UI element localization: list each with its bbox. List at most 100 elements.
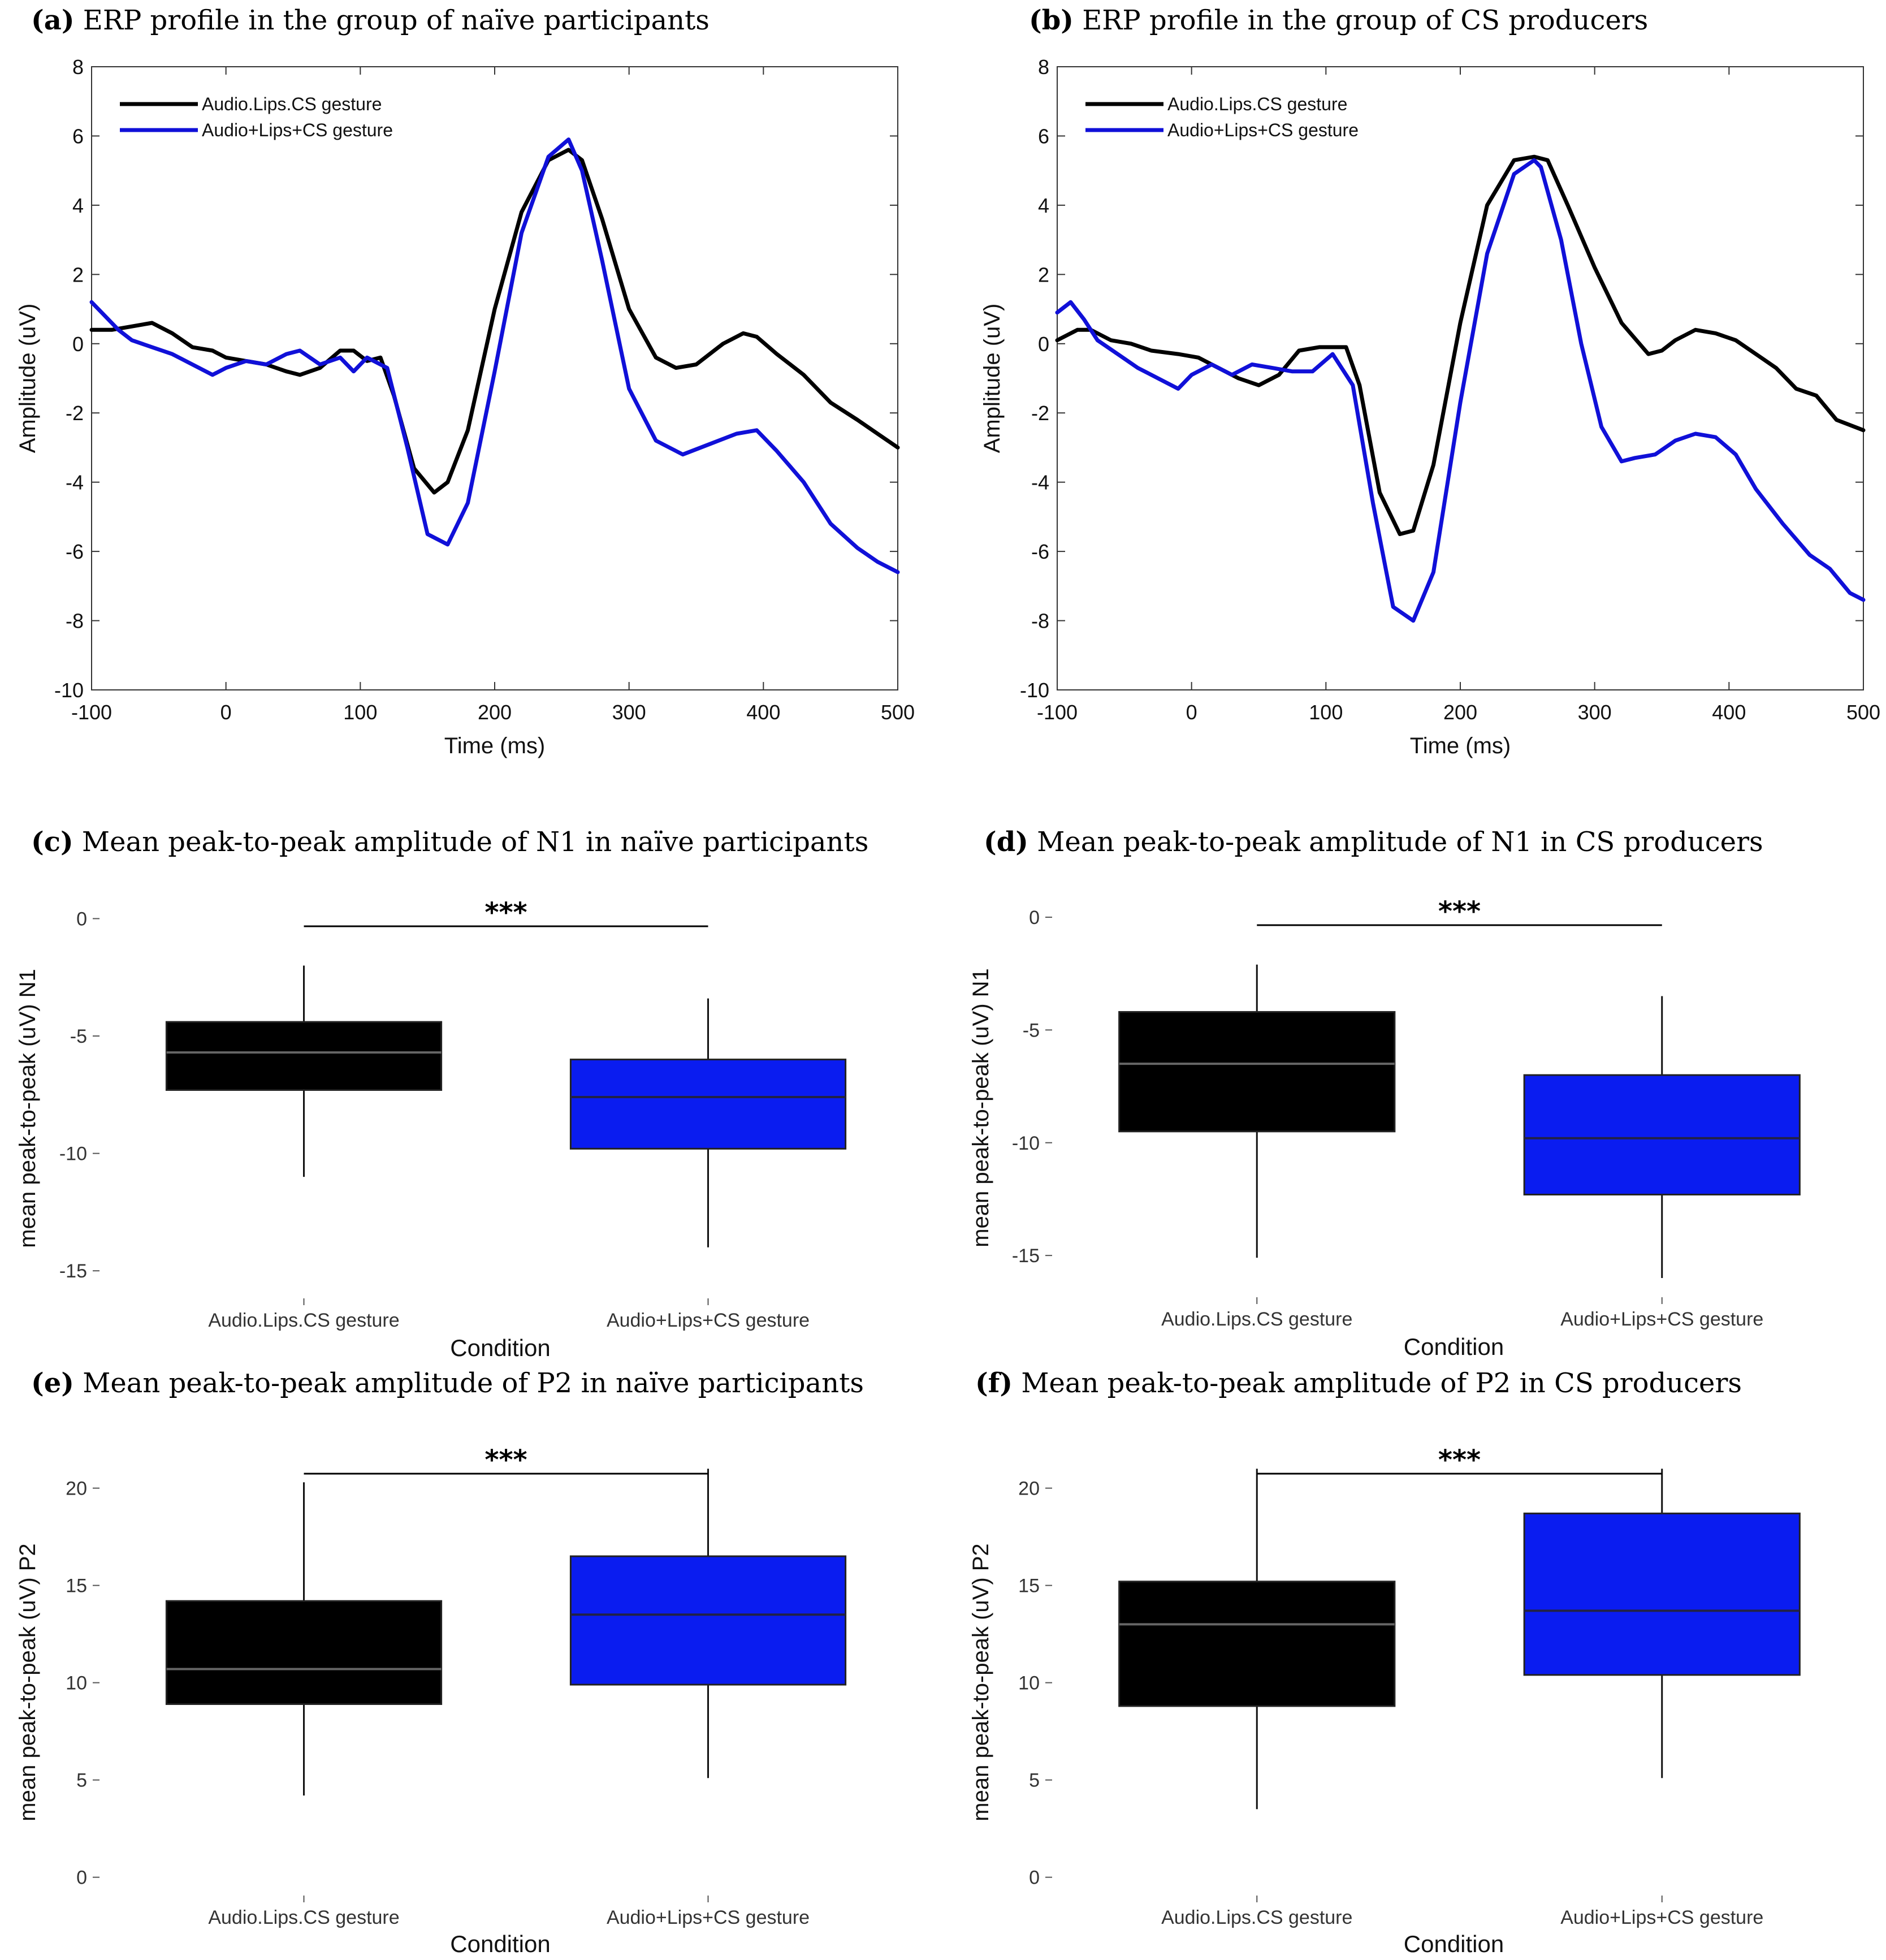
panel-title-text: Mean peak-to-peak amplitude of P2 in CS …: [1013, 1367, 1742, 1399]
x-axis-label: Condition: [450, 1931, 550, 1957]
y-tick-label: 6: [1038, 124, 1049, 148]
y-tick-label: 8: [1038, 55, 1049, 79]
x-tick-label: 300: [612, 701, 646, 724]
y-tick-label: -5: [70, 1026, 87, 1047]
panel-label: (f): [975, 1367, 1013, 1399]
panel-label: (d): [984, 826, 1028, 858]
significance-marker: ***: [1438, 896, 1481, 927]
x-axis-label: Time (ms): [444, 733, 545, 758]
x-axis-label: Time (ms): [1410, 733, 1511, 758]
y-axis-label: Amplitude (uV): [980, 304, 1005, 454]
y-tick-label: -4: [1031, 471, 1049, 494]
panel-label: (e): [31, 1367, 74, 1399]
y-tick-label: 0: [1029, 907, 1040, 929]
y-axis-label: mean peak-to-peak (uV) P2: [15, 1543, 40, 1821]
box-1: [165, 1600, 443, 1705]
y-tick-label: -6: [66, 540, 84, 563]
x-tick-label: 0: [220, 701, 232, 724]
panel-b: (b) ERP profile in the group of CS produ…: [980, 5, 1880, 758]
panel-title-text: Mean peak-to-peak amplitude of N1 in CS …: [1028, 826, 1763, 858]
plot-frame: [1057, 66, 1864, 690]
x-tick-label: 500: [881, 701, 915, 724]
box-1: [1118, 1011, 1396, 1133]
x-axis-label: Condition: [450, 1335, 550, 1361]
x-tick-label: Audio.Lips.CS gesture: [1161, 1907, 1352, 1928]
x-tick-label: -100: [71, 701, 112, 724]
x-tick-label: 200: [478, 701, 512, 724]
panel-title-text: ERP profile in the group of naïve partic…: [75, 5, 710, 36]
series-line-2: [89, 137, 900, 575]
y-tick-label: 0: [76, 908, 87, 930]
x-tick-label: 100: [343, 701, 377, 724]
box-1: [1118, 1581, 1396, 1707]
y-tick-label: -10: [54, 679, 84, 702]
legend-label: Audio+Lips+CS gesture: [1167, 120, 1359, 140]
y-tick-label: 15: [1018, 1575, 1040, 1597]
y-tick-label: 10: [1018, 1673, 1040, 1694]
y-tick-label: -15: [1012, 1245, 1040, 1267]
y-tick-label: -15: [59, 1260, 87, 1282]
significance-marker: ***: [1438, 1444, 1481, 1476]
y-tick-label: 5: [76, 1770, 87, 1791]
significance-marker: ***: [485, 1444, 527, 1476]
x-tick-label: 0: [1186, 701, 1197, 724]
x-tick-label: 300: [1578, 701, 1612, 724]
x-tick-label: 400: [1712, 701, 1746, 724]
y-axis-label: mean peak-to-peak (uV) N1: [15, 969, 40, 1248]
y-tick-label: 2: [72, 263, 84, 286]
box-2: [1523, 1512, 1801, 1676]
box-1: [165, 1021, 443, 1091]
box-2: [1523, 1074, 1801, 1195]
panel-e: (e) Mean peak-to-peak amplitude of P2 in…: [15, 1367, 864, 1957]
y-tick-label: -2: [66, 402, 84, 425]
y-tick-label: 0: [76, 1867, 87, 1889]
x-tick-label: 100: [1309, 701, 1343, 724]
panel-c: (c) Mean peak-to-peak amplitude of N1 in…: [15, 826, 868, 1361]
y-axis-label: Amplitude (uV): [15, 304, 40, 454]
series-line-1: [89, 148, 900, 495]
y-tick-label: 0: [1029, 1867, 1040, 1889]
x-tick-label: 500: [1846, 701, 1880, 724]
box-2: [569, 1555, 847, 1686]
y-tick-label: -10: [1012, 1133, 1040, 1154]
panel-title: (c) Mean peak-to-peak amplitude of N1 in…: [31, 826, 868, 858]
panel-label: (c): [31, 826, 73, 858]
y-tick-label: 20: [66, 1478, 87, 1500]
y-tick-label: 10: [66, 1673, 87, 1694]
y-tick-label: 8: [72, 55, 84, 79]
y-tick-label: -8: [1031, 610, 1049, 633]
panel-f: (f) Mean peak-to-peak amplitude of P2 in…: [968, 1367, 1801, 1957]
x-tick-label: 400: [746, 701, 780, 724]
y-tick-label: 5: [1029, 1770, 1040, 1791]
x-tick-label: -100: [1037, 701, 1078, 724]
panel-title: (d) Mean peak-to-peak amplitude of N1 in…: [984, 826, 1763, 858]
y-tick-label: 0: [72, 333, 84, 356]
legend-label: Audio.Lips.CS gesture: [202, 94, 382, 114]
x-tick-label: Audio+Lips+CS gesture: [1560, 1907, 1763, 1928]
panel-title: (a) ERP profile in the group of naïve pa…: [31, 5, 710, 36]
x-axis-label: Condition: [1404, 1931, 1504, 1957]
x-tick-label: Audio+Lips+CS gesture: [1560, 1309, 1763, 1330]
series-line-2: [1055, 158, 1866, 623]
y-tick-label: 20: [1018, 1478, 1040, 1500]
panel-title-text: ERP profile in the group of CS producers: [1074, 5, 1648, 36]
panel-a: (a) ERP profile in the group of naïve pa…: [15, 5, 915, 758]
x-tick-label: Audio+Lips+CS gesture: [607, 1907, 810, 1928]
y-tick-label: 15: [66, 1575, 87, 1597]
legend-label: Audio.Lips.CS gesture: [1167, 94, 1347, 114]
significance-marker: ***: [485, 897, 527, 929]
y-tick-label: -2: [1031, 402, 1049, 425]
panel-label: (b): [1029, 5, 1074, 36]
panel-d: (d) Mean peak-to-peak amplitude of N1 in…: [968, 826, 1801, 1360]
y-tick-label: -8: [66, 610, 84, 633]
y-tick-label: 6: [72, 124, 84, 148]
panel-title: (e) Mean peak-to-peak amplitude of P2 in…: [31, 1367, 864, 1399]
panel-title: (f) Mean peak-to-peak amplitude of P2 in…: [975, 1367, 1742, 1399]
y-tick-label: -10: [1020, 679, 1049, 702]
y-axis-label: mean peak-to-peak (uV) N1: [968, 968, 993, 1247]
y-tick-label: -5: [1023, 1020, 1040, 1041]
legend-label: Audio+Lips+CS gesture: [202, 120, 393, 140]
panel-title: (b) ERP profile in the group of CS produ…: [1029, 5, 1648, 36]
y-tick-label: 4: [1038, 194, 1049, 217]
